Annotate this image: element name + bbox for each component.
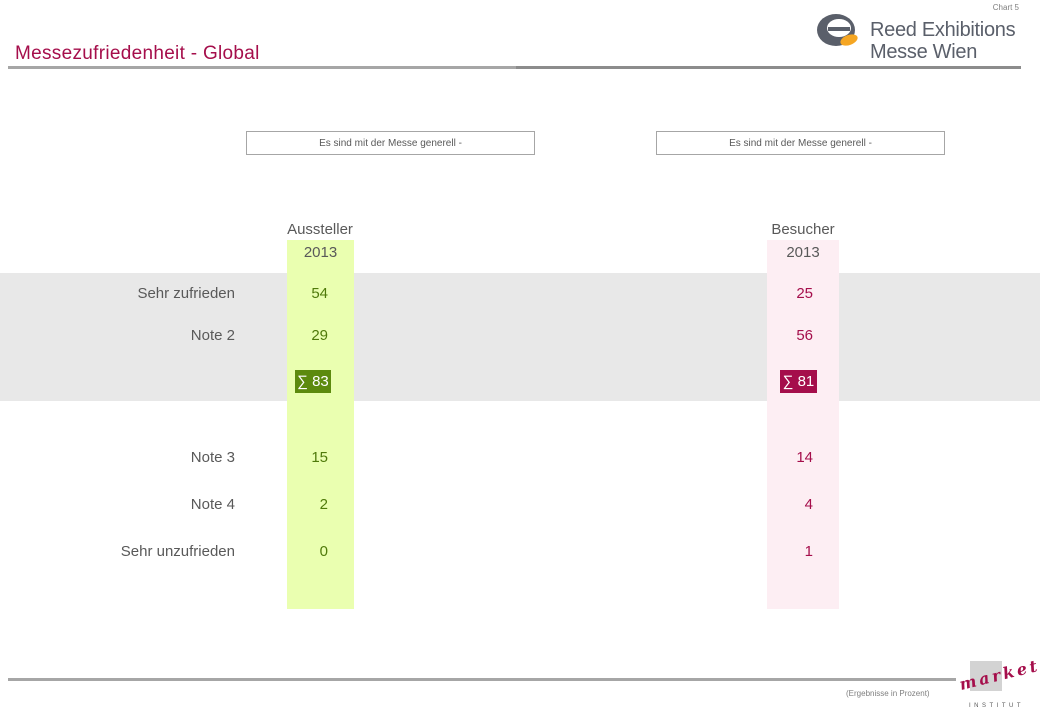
besucher-value-note-3: 14 xyxy=(796,449,813,466)
aussteller-value-note-2: 29 xyxy=(311,327,328,344)
chart-number: Chart 5 xyxy=(992,3,1019,12)
logo-line-1: Reed Exhibitions xyxy=(870,19,1016,41)
aussteller-value-sehr-zufrieden: 54 xyxy=(311,285,328,302)
aussteller-value-sehr-unzufrieden: 0 xyxy=(319,543,328,560)
top2-highlight-band xyxy=(0,273,1040,401)
header-divider xyxy=(8,66,1021,69)
aussteller-value-note-4: 2 xyxy=(319,496,328,513)
aussteller-column-year: 2013 xyxy=(303,244,338,261)
question-box-aussteller: Es sind mit der Messe generell - xyxy=(246,131,535,155)
besucher-column-header: Besucher xyxy=(771,221,835,238)
besucher-top2-sum-badge: ∑ 81 xyxy=(780,370,817,393)
row-label-sehr-zufrieden: Sehr zufrieden xyxy=(137,285,235,302)
aussteller-column-header: Aussteller xyxy=(287,221,353,238)
market-logo-square xyxy=(970,661,1002,691)
row-label-note-2: Note 2 xyxy=(190,327,235,344)
reed-logo-icon xyxy=(817,14,858,46)
besucher-value-sehr-zufrieden: 25 xyxy=(796,285,813,302)
besucher-value-note-4: 4 xyxy=(804,496,813,513)
market-logo-subtitle: INSTITUT xyxy=(969,703,1024,709)
reed-exhibitions-logo: Reed Exhibitions Messe Wien xyxy=(814,7,1029,67)
aussteller-top2-sum-badge: ∑ 83 xyxy=(295,370,331,393)
row-label-sehr-unzufrieden: Sehr unzufrieden xyxy=(120,543,235,560)
row-label-note-4: Note 4 xyxy=(190,496,235,513)
row-label-note-3: Note 3 xyxy=(190,449,235,466)
aussteller-column-background xyxy=(287,240,354,609)
besucher-value-sehr-unzufrieden: 1 xyxy=(804,543,813,560)
market-institut-logo: market INSTITUT xyxy=(957,656,1040,715)
question-box-besucher: Es sind mit der Messe generell - xyxy=(656,131,945,155)
footer-note: (Ergebnisse in Prozent) xyxy=(846,689,930,698)
besucher-column-background xyxy=(767,240,839,609)
logo-line-2: Messe Wien xyxy=(870,41,978,63)
besucher-value-note-2: 56 xyxy=(796,327,813,344)
besucher-column-year: 2013 xyxy=(786,244,820,261)
page-title: Messezufriedenheit - Global xyxy=(15,43,260,64)
footer-divider xyxy=(8,678,956,681)
aussteller-value-note-3: 15 xyxy=(311,449,328,466)
